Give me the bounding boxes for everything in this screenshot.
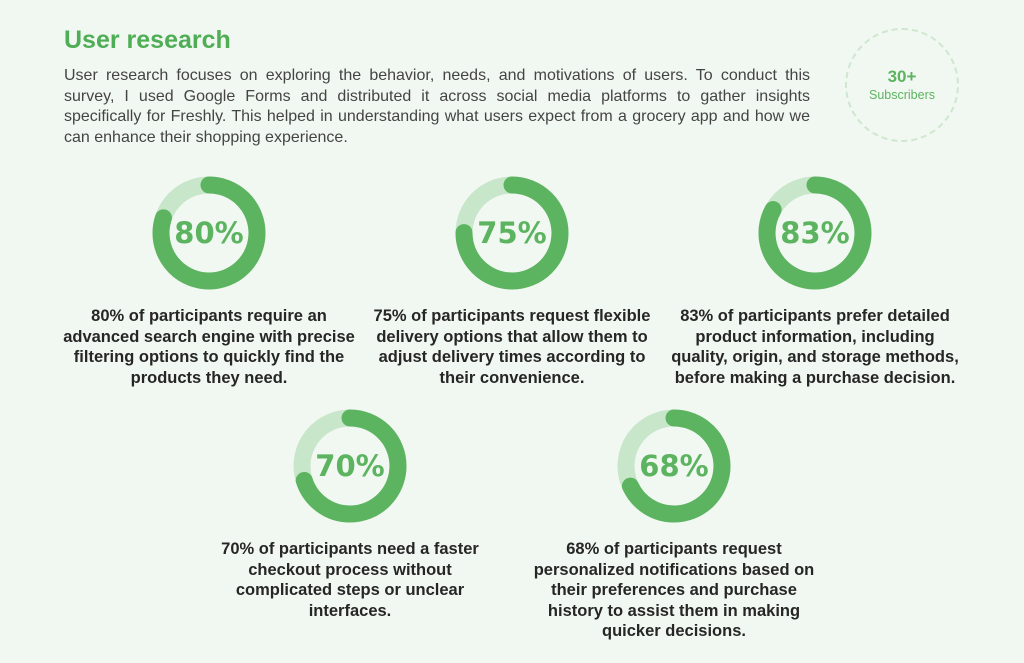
stat-caption: 83% of participants prefer detailed prod…	[671, 307, 959, 387]
page-title: User research	[64, 26, 231, 54]
ring-fill	[293, 409, 407, 523]
stat-caption: 80% of participants require an advanced …	[63, 307, 355, 387]
stat-card-checkout: 70% 70% of participants need a faster ch…	[200, 407, 500, 621]
stat-caption: 70% of participants need a faster checko…	[221, 540, 479, 620]
progress-ring: 75%	[455, 176, 569, 290]
ring-fill	[152, 176, 266, 290]
progress-ring: 68%	[617, 409, 731, 523]
stat-card-search: 80% 80% of participants require an advan…	[59, 174, 359, 388]
stat-card-notifications: 68% 68% of participants request personal…	[524, 407, 824, 642]
ring-fill	[758, 176, 872, 290]
progress-ring: 70%	[293, 409, 407, 523]
intro-paragraph: User research focuses on exploring the b…	[64, 67, 810, 146]
percent-label: 70%	[315, 449, 384, 483]
percent-label: 75%	[477, 216, 546, 250]
percent-label: 83%	[780, 216, 849, 250]
stat-card-delivery: 75% 75% of participants request flexible…	[362, 174, 662, 388]
ring-fill	[617, 409, 731, 523]
subscribers-label: Subscribers	[869, 88, 935, 102]
stat-card-product-info: 83% 83% of participants prefer detailed …	[665, 174, 965, 388]
stat-caption: 68% of participants request personalized…	[533, 540, 815, 640]
progress-ring: 83%	[758, 176, 872, 290]
stat-caption: 75% of participants request flexible del…	[373, 307, 651, 387]
percent-label: 68%	[639, 449, 708, 483]
subscribers-badge: 30+ Subscribers	[845, 28, 959, 142]
subscribers-count: 30+	[887, 67, 917, 86]
progress-ring: 80%	[152, 176, 266, 290]
ring-fill	[455, 176, 569, 290]
percent-label: 80%	[174, 216, 243, 250]
